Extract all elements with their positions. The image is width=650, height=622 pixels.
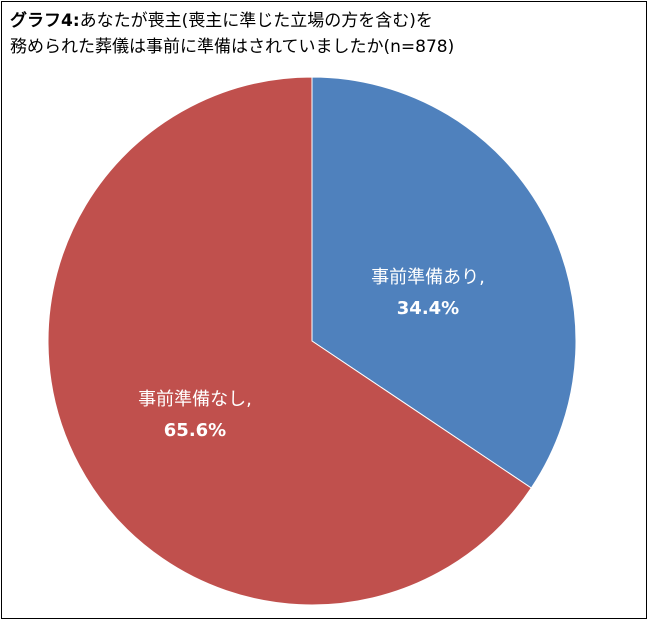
pie-slices bbox=[47, 76, 577, 606]
pie-labels: 事前準備あり, 34.4% 事前準備なし, 65.6% bbox=[138, 267, 485, 441]
title-line-1: グラフ4:あなたが喪主(喪主に準じた立場の方を含む)を bbox=[10, 8, 640, 34]
pie-slice-1 bbox=[311, 76, 577, 489]
title-prefix: グラフ4: bbox=[10, 11, 80, 31]
title-line-2: 務められた葬儀は事前に準備はされていましたか(n=878) bbox=[10, 37, 455, 57]
pie-slice-2 bbox=[47, 76, 532, 606]
slice-value-label-2: 65.6% bbox=[164, 420, 226, 441]
chart-title: グラフ4:あなたが喪主(喪主に準じた立場の方を含む)を 務められた葬儀は事前に準… bbox=[10, 8, 640, 60]
slice-label-2: 事前準備なし, bbox=[138, 389, 252, 410]
title-text-1: あなたが喪主(喪主に準じた立場の方を含む)を bbox=[79, 11, 433, 31]
slice-label-1: 事前準備あり, bbox=[371, 267, 485, 288]
slice-value-label-1: 34.4% bbox=[397, 298, 459, 319]
